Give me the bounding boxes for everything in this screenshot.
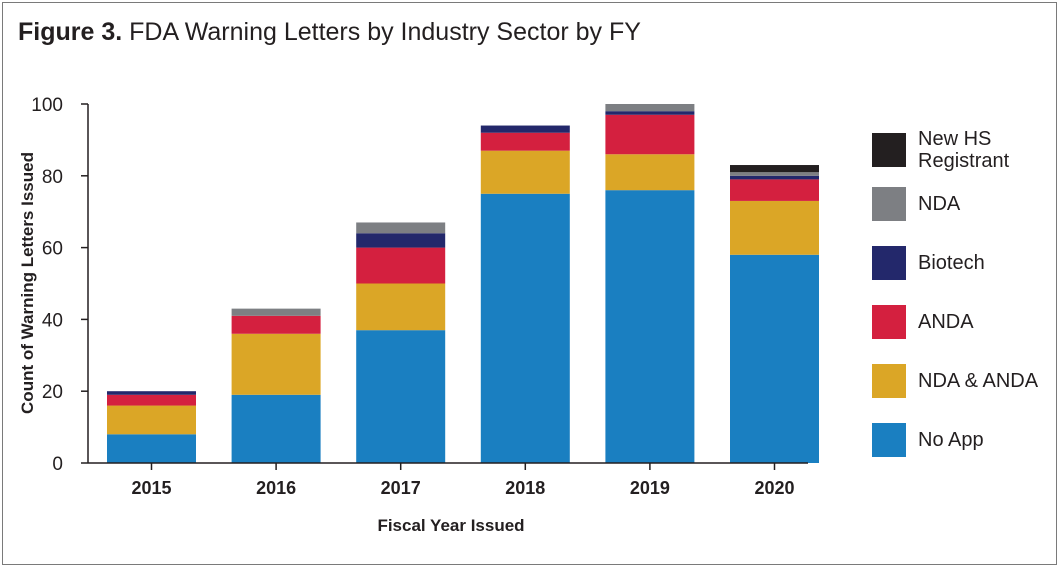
bar-segment-2017-biotech <box>356 233 446 248</box>
legend-item-biotech: Biotech <box>872 246 985 280</box>
legend-label-nda: NDA <box>918 193 960 215</box>
figure-number: Figure 3. <box>18 18 123 46</box>
x-tick-label-2020: 2020 <box>754 478 794 498</box>
y-tick-label-0: 0 <box>52 454 63 475</box>
legend-label-line: NDA & ANDA <box>918 370 1039 392</box>
axes-group: 0 20 40 60 80 100 2015 2016 2017 2018 2019 2020 <box>31 95 808 498</box>
bar-segment-2019-nda-anda <box>605 154 695 191</box>
legend-label-line: No App <box>918 429 984 451</box>
bar-segment-2015-nda-anda <box>107 405 196 435</box>
bar-segment-2018-biotech <box>480 125 570 133</box>
x-tick-label-2015: 2015 <box>131 478 171 498</box>
bar-segment-2016-anda <box>231 315 321 334</box>
bar-segment-2019-no-app <box>605 190 695 463</box>
legend-item-nda-anda: NDA & ANDA <box>872 364 1038 398</box>
x-tick-label-2016: 2016 <box>256 478 296 498</box>
bar-segment-2020-anda <box>730 179 819 201</box>
legend-item-new-hs-registrant: New HS Registrant <box>872 128 1009 172</box>
bar-segment-2016-no-app <box>231 394 321 463</box>
legend-label-line: Registrant <box>918 150 1010 172</box>
bar-segment-2015-anda <box>107 394 196 406</box>
y-tick-label-20: 20 <box>42 382 63 403</box>
bar-segment-2019-anda <box>605 114 695 155</box>
legend-swatch-nda-anda <box>872 364 906 398</box>
bar-segment-2018-nda-anda <box>480 150 570 194</box>
bar-segment-2019-biotech <box>605 111 695 115</box>
y-tick-label-80: 80 <box>42 167 63 188</box>
bar-segment-2015-no-app <box>107 434 196 463</box>
bar-segment-2019-nda <box>605 104 695 112</box>
x-tick-label-2018: 2018 <box>505 478 545 498</box>
x-axis-label: Fiscal Year Issued <box>377 516 524 535</box>
legend-label-no-app: No App <box>918 429 984 451</box>
y-tick-label-100: 100 <box>31 95 63 116</box>
bar-segment-2017-anda <box>356 247 446 284</box>
y-tick-label-60: 60 <box>42 239 63 260</box>
x-tick-label-2017: 2017 <box>381 478 421 498</box>
bar-segment-2020-new-hs-registrant <box>730 165 819 173</box>
y-axis-label: Count of Warning Letters Issued <box>18 152 37 414</box>
legend-swatch-nda <box>872 187 906 221</box>
legend-label-line: Biotech <box>918 252 985 274</box>
legend-swatch-biotech <box>872 246 906 280</box>
legend-label-anda: ANDA <box>918 311 974 333</box>
bar-segment-2017-nda-anda <box>356 283 446 331</box>
legend-label-nda-anda: NDA & ANDA <box>918 370 1038 392</box>
legend-label-line: NDA <box>918 193 961 215</box>
legend-item-no-app: No App <box>872 423 984 457</box>
bar-segment-2018-no-app <box>480 193 570 463</box>
legend-label-line: New HS <box>918 128 992 150</box>
chart-title-text: FDA Warning Letters by Industry Sector b… <box>129 18 641 46</box>
legend-item-anda: ANDA <box>872 305 974 339</box>
legend-swatch-new-hs-registrant <box>872 133 906 167</box>
legend-label-line: ANDA <box>918 311 974 333</box>
legend-swatch-no-app <box>872 423 906 457</box>
legend-label-new-hs-registrant: New HS Registrant <box>918 128 1009 172</box>
bar-segment-2017-no-app <box>356 330 446 463</box>
bar-segment-2017-nda <box>356 222 446 234</box>
x-tick-label-2019: 2019 <box>630 478 670 498</box>
bar-segment-2016-nda-anda <box>231 333 321 395</box>
bar-segment-2020-nda-anda <box>730 200 819 255</box>
legend-swatch-anda <box>872 305 906 339</box>
legend-item-nda: NDA <box>872 187 960 221</box>
legend-label-biotech: Biotech <box>918 252 985 274</box>
y-tick-label-40: 40 <box>42 310 63 331</box>
bar-segment-2020-biotech <box>730 175 819 180</box>
bar-segment-2015-biotech <box>107 391 196 395</box>
bar-segment-2020-no-app <box>730 254 819 463</box>
bar-segment-2016-nda <box>231 308 321 316</box>
bar-segment-2018-anda <box>480 132 570 151</box>
bar-segment-2020-nda <box>730 172 819 176</box>
chart-title: Figure 3. FDA Warning Letters by Industr… <box>18 18 641 47</box>
bars-group <box>107 104 819 463</box>
